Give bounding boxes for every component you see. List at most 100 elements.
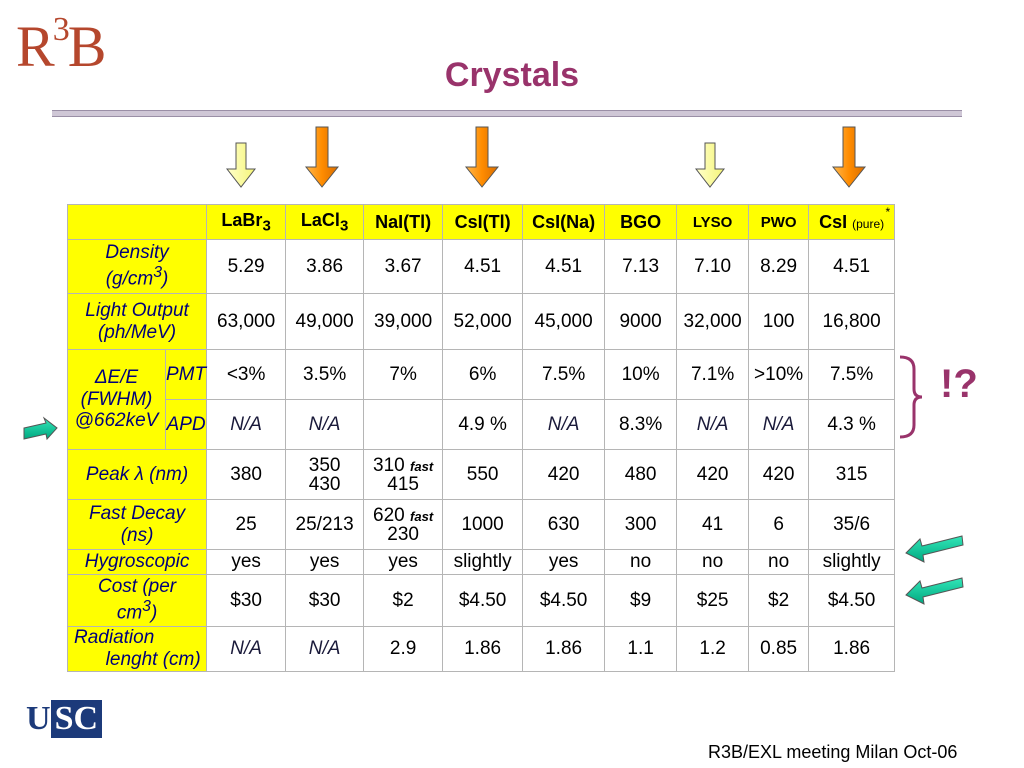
row-label: Density (g/cm3) <box>66 239 208 294</box>
usc-logo: U SC <box>26 700 103 738</box>
table-cell: slightly <box>442 549 524 575</box>
table-cell: 7.5% <box>808 349 896 400</box>
table-cell: yes <box>363 549 444 575</box>
table-cell: 32,000 <box>676 293 750 350</box>
table-cell: 380 <box>206 449 287 500</box>
table-cell: 3.86 <box>285 239 365 294</box>
table-cell: 16,800 <box>808 293 896 350</box>
table-cell: 310 fast 415 <box>363 449 444 500</box>
table-cell: 3.67 <box>363 239 444 294</box>
row-label: Radiation lenght (cm) <box>66 626 208 672</box>
table-cell: $4.50 <box>442 574 524 627</box>
table-cell: 100 <box>748 293 810 350</box>
table-row: ΔE/E (FWHM) @662keV PMT <3% 3.5% 7% 6% 7.5… <box>67 349 896 450</box>
table-cell: 315 <box>808 449 896 500</box>
table-cell: 4.51 <box>808 239 896 294</box>
sub-label: PMT <box>164 349 208 400</box>
header-cell: CsI(Tl) <box>442 204 524 240</box>
table-row: Fast Decay (ns) 25 25/213 620 fast 230 100… <box>66 499 896 550</box>
table-cell: 45,000 <box>522 293 606 350</box>
table-cell: N/A <box>285 399 365 450</box>
table-cell: $4.50 <box>808 574 896 627</box>
right-arrow-icon <box>23 416 58 441</box>
title-divider <box>52 110 962 117</box>
row-label: Peak λ (nm) <box>66 449 208 500</box>
table-row: Density (g/cm3) 5.29 3.86 3.67 4.51 4.51 … <box>66 239 896 294</box>
table-cell: 41 <box>676 499 750 550</box>
table-cell: 25 <box>206 499 287 550</box>
table-cell: 4.51 <box>442 239 524 294</box>
table-cell: no <box>676 549 750 575</box>
table-cell: <3% <box>206 349 287 400</box>
table-cell: 35/6 <box>808 499 896 550</box>
down-arrow-icon <box>464 126 500 188</box>
row-label: ΔE/E (FWHM) @662keV <box>67 349 166 450</box>
table-row: LaBr3 LaCl3 NaI(Tl) CsI(Tl) CsI(Na) BGO … <box>66 204 896 240</box>
row-label: Hygroscopic <box>66 549 208 575</box>
table-cell: 300 <box>604 499 678 550</box>
table-row: Light Output (ph/MeV) 63,000 49,000 39,00… <box>66 293 896 350</box>
table-row: APD N/A N/A 4.9 % N/A 8.3% N/A N/A 4.3 % <box>68 399 896 450</box>
curly-brace-icon <box>899 355 923 439</box>
table-cell: 6% <box>442 349 524 400</box>
corner-cell <box>66 204 208 240</box>
header-cell: PWO <box>748 204 810 240</box>
table-cell: N/A <box>206 626 287 672</box>
table-cell: 7.10 <box>676 239 750 294</box>
header-cell: LaBr3 <box>206 204 287 240</box>
sub-label: APD <box>164 399 208 450</box>
table-row: Radiation lenght (cm) N/A N/A 2.9 1.86 1… <box>66 626 896 672</box>
r3b-logo: R3B <box>16 10 106 79</box>
table-cell: 8.29 <box>748 239 810 294</box>
table-row: Cost (per cm3) $30 $30 $2 $4.50 $4.50 $9 … <box>66 574 896 627</box>
row-label: Light Output (ph/MeV) <box>66 293 208 350</box>
header-cell: LYSO <box>676 204 750 240</box>
table-cell <box>363 399 444 450</box>
table-cell: 1000 <box>442 499 524 550</box>
table-cell: 3.5% <box>285 349 365 400</box>
table-cell: 25/213 <box>285 499 365 550</box>
table-cell: 4.51 <box>522 239 606 294</box>
header-cell: LaCl3 <box>285 204 365 240</box>
header-cell: BGO <box>604 204 678 240</box>
table-cell: $4.50 <box>522 574 606 627</box>
table-cell: 4.3 % <box>808 399 896 450</box>
table-cell: N/A <box>676 399 750 450</box>
table-cell: 420 <box>676 449 750 500</box>
table-cell: 10% <box>604 349 678 400</box>
table-cell: 7.13 <box>604 239 678 294</box>
table-cell: 6 <box>748 499 810 550</box>
table-cell: yes <box>285 549 365 575</box>
table-cell: 1.1 <box>604 626 678 672</box>
footer-text: R3B/EXL meeting Milan Oct-06 <box>708 742 958 762</box>
table-cell: N/A <box>206 399 287 450</box>
table-cell: 39,000 <box>363 293 444 350</box>
table-cell: 550 <box>442 449 524 500</box>
table-row: Peak λ (nm) 380 350 430 310 fast 415 550 4… <box>66 449 896 500</box>
table-cell: yes <box>206 549 287 575</box>
table-cell: 49,000 <box>285 293 365 350</box>
table-cell: yes <box>522 549 606 575</box>
down-arrow-icon <box>304 126 340 188</box>
table-cell: 52,000 <box>442 293 524 350</box>
down-arrow-icon <box>694 142 726 188</box>
table-cell: $25 <box>676 574 750 627</box>
table-cell: 420 <box>748 449 810 500</box>
header-cell: CsI(Na) <box>522 204 606 240</box>
table-cell: $2 <box>748 574 810 627</box>
table-cell: >10% <box>748 349 810 400</box>
left-arrow-icon <box>905 535 964 563</box>
table-cell: N/A <box>285 626 365 672</box>
table-cell: 620 fast 230 <box>363 499 444 550</box>
table-cell: 7.5% <box>522 349 606 400</box>
table-cell: N/A <box>522 399 606 450</box>
table-row: Hygroscopic yes yes yes slightly yes no … <box>66 549 896 575</box>
table-cell: 1.86 <box>522 626 606 672</box>
table-cell: 1.2 <box>676 626 750 672</box>
down-arrow-icon <box>831 126 867 188</box>
slide-title: Crystals <box>444 56 580 94</box>
table-cell: $9 <box>604 574 678 627</box>
table-cell: 630 <box>522 499 606 550</box>
row-label: Fast Decay (ns) <box>66 499 208 550</box>
